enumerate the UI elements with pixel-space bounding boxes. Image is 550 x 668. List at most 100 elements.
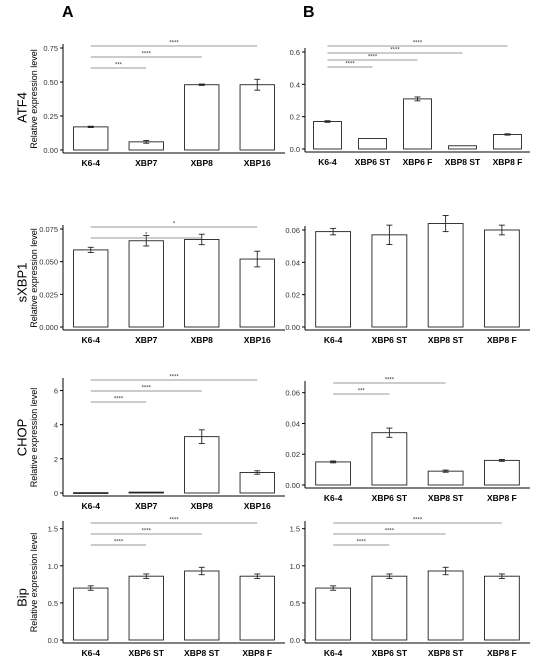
significance-label: ***: [115, 63, 123, 69]
significance-label: *: [145, 233, 148, 239]
y-tick-label: 0.050: [39, 258, 58, 267]
y-tick-label: 0.0: [290, 636, 300, 645]
significance-label: ****: [169, 375, 179, 381]
x-tick-label: XBP8 ST: [428, 493, 464, 503]
chart-chop-b: 0.00 0.02 0.04 0.06 K6-4 XBP6 ST XBP8 ST XBP8 F…: [285, 378, 530, 503]
significance-label: ****: [142, 529, 152, 535]
x-tick-label: XBP8: [191, 335, 213, 345]
bar: [239, 575, 275, 641]
y-tick-label: 0.2: [290, 113, 300, 122]
significance-label: ****: [385, 529, 395, 535]
x-tick-label: XBP8: [191, 501, 213, 511]
y-tick-label: 0.06: [285, 226, 300, 235]
chart-atf4-a: 0.00 0.25 0.50 0.75 Relative expression leve…: [29, 41, 285, 168]
y-tick-label: 0.02: [285, 291, 300, 300]
bar: [184, 436, 220, 494]
x-tick-label: K6-4: [324, 493, 343, 503]
x-tick-label: K6-4: [82, 158, 101, 168]
significance-label: ****: [142, 52, 152, 58]
bar: [403, 98, 432, 150]
bar: [128, 491, 164, 494]
bar: [371, 575, 408, 641]
x-tick-label: XBP8 F: [487, 335, 517, 345]
x-tick-label: XBP8: [191, 158, 213, 168]
x-tick-label: K6-4: [324, 648, 343, 658]
x-tick-label: K6-4: [82, 648, 101, 658]
x-tick-label: XBP7: [135, 335, 157, 345]
bar: [371, 432, 408, 486]
x-tick-label: XBP8 ST: [184, 648, 220, 658]
x-tick-label: XBP7: [135, 158, 157, 168]
y-tick-label: 1.0: [48, 562, 58, 571]
bar: [427, 470, 464, 486]
significance-label: ****: [114, 397, 124, 403]
y-tick-label: 0.5: [48, 599, 58, 608]
panel-letter-b: B: [303, 4, 315, 21]
y-tick-label: 0.075: [39, 225, 58, 234]
significance-label: ****: [413, 41, 423, 47]
significance-label: ****: [169, 518, 179, 524]
bar: [128, 575, 164, 641]
y-tick-label: 0: [54, 489, 58, 498]
x-tick-label: XBP6 ST: [372, 648, 408, 658]
bar: [315, 587, 352, 641]
x-tick-label: K6-4: [324, 335, 343, 345]
x-tick-label: K6-4: [82, 335, 101, 345]
bar: [315, 231, 352, 328]
significance-label: ****: [385, 378, 395, 384]
chart-atf4-b: 0.0 0.2 0.4 0.6 K6-4 XBP6 ST XBP6 F XBP8 ST XBP8…: [290, 41, 530, 167]
bar: [313, 121, 342, 150]
y-tick-label: 0.000: [39, 323, 58, 332]
panel-letter-a: A: [62, 4, 74, 21]
y-tick-label: 0.6: [290, 48, 300, 57]
bar: [239, 84, 275, 151]
bar: [315, 461, 352, 486]
x-tick-label: XBP6 ST: [355, 157, 391, 167]
bar: [73, 492, 109, 494]
bar: [371, 234, 408, 328]
y-axis-label: Relative expression level: [29, 49, 39, 149]
y-tick-label: 0.00: [285, 481, 300, 490]
chart-bip-b: 0.0 0.5 1.0 1.5 K6-4 XBP6 ST XBP8 ST XBP8 F ****…: [290, 518, 530, 658]
x-tick-label: XBP6 F: [403, 157, 433, 167]
y-tick-label: 2: [54, 455, 58, 464]
significance-label: ****: [345, 62, 355, 68]
y-tick-label: 0.00: [43, 146, 58, 155]
bar: [483, 229, 520, 328]
y-tick-label: 0.06: [285, 389, 300, 398]
y-tick-label: 4: [54, 421, 58, 430]
x-tick-label: XBP8 F: [242, 648, 272, 658]
y-tick-label: 1.5: [48, 525, 58, 534]
y-tick-label: 1.5: [290, 525, 300, 534]
significance-label: ****: [357, 540, 367, 546]
significance-label: ****: [368, 55, 378, 61]
bar: [493, 133, 522, 150]
x-tick-label: XBP6 ST: [372, 335, 408, 345]
y-axis-label: Relative expression level: [29, 388, 39, 488]
significance-label: ****: [413, 518, 423, 524]
bar: [483, 575, 520, 641]
significance-label: ****: [169, 41, 179, 47]
bar: [184, 84, 220, 151]
bar: [73, 587, 109, 641]
significance-label: *: [173, 222, 176, 228]
y-tick-label: 0.00: [285, 323, 300, 332]
bar: [128, 240, 164, 328]
x-tick-label: XBP8 F: [493, 157, 523, 167]
x-tick-label: XBP16: [244, 158, 271, 168]
x-tick-label: XBP8 ST: [445, 157, 481, 167]
y-tick-label: 0.50: [43, 78, 58, 87]
bar: [239, 258, 275, 328]
y-tick-label: 0.0: [290, 145, 300, 154]
x-tick-label: K6-4: [318, 157, 337, 167]
x-tick-label: XBP6 ST: [129, 648, 165, 658]
bar: [184, 570, 220, 641]
y-tick-label: 0.02: [285, 450, 300, 459]
y-tick-label: 0.25: [43, 112, 58, 121]
y-tick-label: 6: [54, 387, 58, 396]
y-axis-label: Relative expression level: [29, 533, 39, 633]
bar: [358, 138, 387, 150]
x-tick-label: XBP16: [244, 335, 271, 345]
